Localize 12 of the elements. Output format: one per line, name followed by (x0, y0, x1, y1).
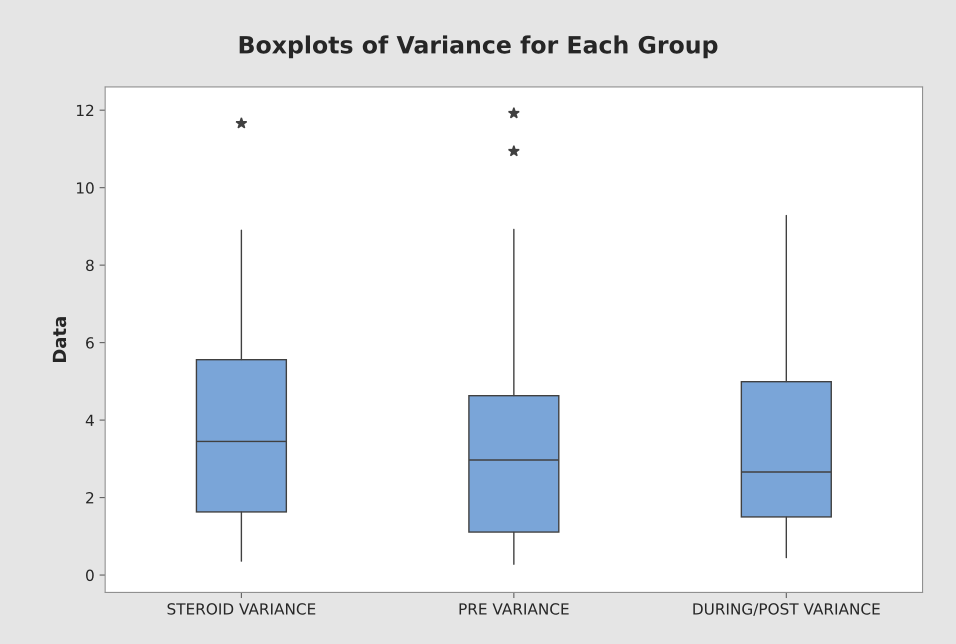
x-tick-label: DURING/POST VARIANCE (693, 603, 880, 616)
y-tick-label: 2 (86, 492, 94, 504)
x-tick-label: PRE VARIANCE (460, 603, 569, 615)
y-tick-label: 0 (86, 570, 94, 582)
y-axis-title: Data (52, 317, 66, 362)
y-tick-label: 6 (86, 337, 94, 349)
y-tick-label: 12 (76, 104, 94, 116)
y-tick-label: 10 (76, 182, 94, 194)
x-tick-label: STEROID VARIANCE (168, 603, 316, 615)
y-tick-label: 8 (86, 260, 94, 272)
chart-title: Boxplots of Variance for Each Group (240, 35, 718, 58)
y-tick-label: 4 (86, 414, 94, 426)
